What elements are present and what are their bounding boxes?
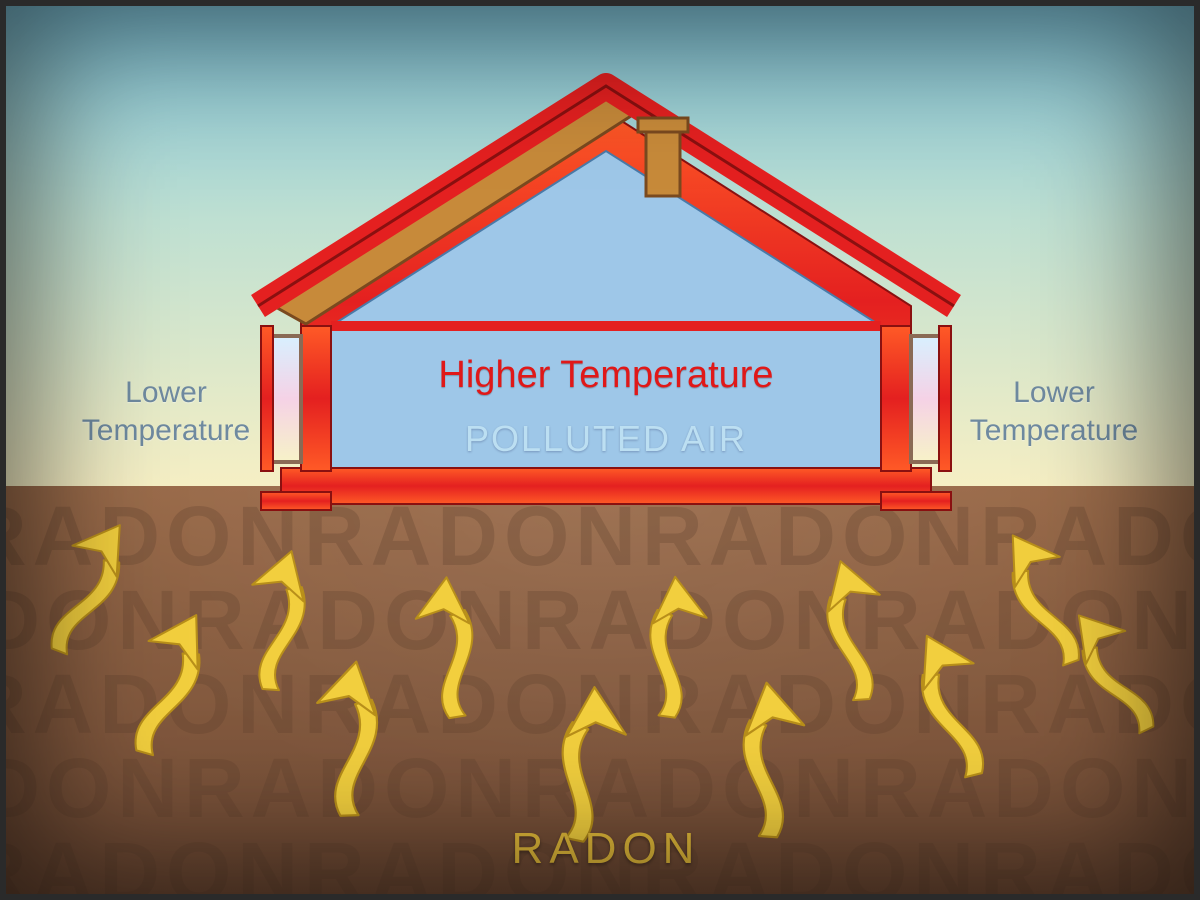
radon-arrow: [644, 574, 716, 719]
radon-arrow: [560, 686, 629, 842]
foundation-slab: [281, 468, 931, 504]
radon-arrow: [407, 575, 477, 720]
radon-arrow: [223, 543, 321, 694]
label-higher-temperature: Higher Temperature: [6, 354, 1200, 397]
footing-right: [881, 492, 951, 510]
radon-arrow: [17, 510, 145, 658]
text: POLLUTED AIR: [465, 418, 747, 459]
label-radon: RADON: [6, 824, 1200, 874]
label-polluted-air: POLLUTED AIR: [6, 418, 1200, 460]
radon-arrow: [295, 656, 389, 820]
radon-arrow: [98, 601, 224, 759]
radon-arrow: [1056, 599, 1184, 736]
radon-arrows: [17, 510, 1184, 843]
footing-left: [261, 492, 331, 510]
text: Higher Temperature: [438, 354, 773, 396]
text: RADON: [512, 824, 701, 873]
radon-arrow: [898, 623, 1021, 781]
radon-arrow: [811, 553, 909, 704]
chimney: [638, 118, 688, 196]
radon-arrow: [733, 678, 823, 841]
diagram-frame: RADONRADONRADONRADONRADONRADONRADONRADON…: [0, 0, 1200, 900]
